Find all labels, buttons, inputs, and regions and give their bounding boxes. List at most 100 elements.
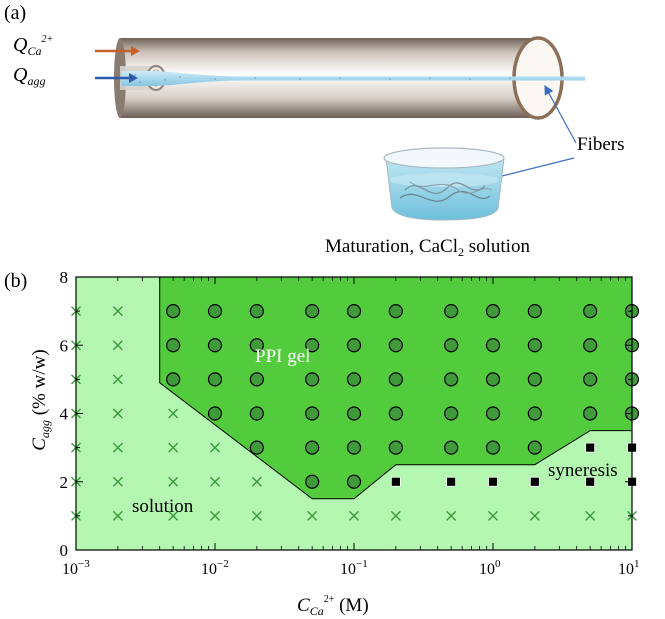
- agg-flow-arrow: [95, 73, 138, 83]
- syneresis-marker: [585, 442, 596, 453]
- ca-flow-arrow: [95, 46, 140, 56]
- solution-marker: [168, 476, 179, 487]
- syneresis-marker: [446, 476, 457, 487]
- y-tick-label: 6: [60, 336, 69, 355]
- solution-marker: [112, 442, 123, 453]
- gel-marker: [305, 372, 320, 387]
- x-axis-label: CCa2+ (M): [297, 594, 369, 618]
- gel-marker: [527, 338, 542, 353]
- solution-marker: [585, 510, 596, 521]
- solution-marker: [210, 510, 220, 521]
- gel-marker: [388, 372, 403, 387]
- solution-marker: [168, 408, 179, 419]
- solution-marker: [251, 476, 262, 487]
- gel-marker: [388, 338, 403, 353]
- gel-marker: [444, 338, 459, 353]
- solution-marker: [210, 476, 220, 487]
- gel-marker: [388, 406, 403, 421]
- x-tick-label: 10−1: [340, 558, 368, 578]
- solution-marker: [112, 374, 123, 385]
- gel-marker: [346, 440, 362, 455]
- solution-marker: [112, 306, 123, 317]
- solution-region-label: solution: [132, 496, 194, 517]
- y-tick-label: 4: [60, 405, 69, 424]
- gel-marker: [249, 372, 264, 387]
- y-axis-label: Cagg (% w/w): [29, 349, 52, 451]
- gel-marker: [346, 304, 362, 319]
- gel-marker: [249, 406, 264, 421]
- syneresis-region-label: syneresis: [548, 460, 618, 481]
- gel-marker: [485, 440, 501, 455]
- gel-marker: [583, 304, 598, 319]
- gel-marker: [207, 304, 223, 319]
- y-tick-label: 8: [60, 268, 69, 287]
- gel-marker: [527, 406, 542, 421]
- gel-marker: [346, 338, 362, 353]
- gel-marker: [583, 372, 598, 387]
- solution-marker: [307, 510, 318, 521]
- gel-marker: [444, 372, 459, 387]
- gel-marker: [166, 304, 181, 319]
- gel-marker: [444, 304, 459, 319]
- gel-marker: [485, 304, 501, 319]
- gel-marker: [346, 474, 362, 489]
- fibers-label: Fibers: [577, 134, 625, 155]
- syneresis-marker: [529, 476, 540, 487]
- fiber-speckles: [134, 74, 511, 83]
- solution-marker: [168, 510, 179, 521]
- panel-b-chart: (b) 10−3 10−2 10−1 100 101 0 2 4 6 8 PPI gel solu…: [0, 262, 665, 619]
- gel-marker: [249, 440, 264, 455]
- gel-marker: [207, 406, 223, 421]
- gel-marker: [485, 406, 501, 421]
- gel-marker: [207, 372, 223, 387]
- solution-marker: [112, 408, 123, 419]
- panel-a-label: (a): [4, 2, 27, 24]
- q-ca-label: QCa2+: [13, 34, 54, 58]
- gel-marker: [249, 338, 264, 353]
- gel-marker: [388, 440, 403, 455]
- petri-dish: [383, 147, 505, 221]
- x-tick-label: 10−2: [201, 558, 229, 578]
- solution-marker: [251, 510, 262, 521]
- gel-marker: [249, 304, 264, 319]
- gel-marker: [583, 406, 598, 421]
- gel-marker: [346, 406, 362, 421]
- gel-marker: [305, 474, 320, 489]
- gel-marker: [166, 338, 181, 353]
- gel-region-label: PPI gel: [255, 346, 311, 367]
- q-agg-label: Qagg: [13, 64, 46, 88]
- solution-marker: [112, 340, 123, 351]
- x-tick-label: 100: [479, 558, 501, 578]
- solution-marker: [168, 442, 179, 453]
- x-tick-label: 101: [618, 558, 640, 578]
- gel-marker: [444, 440, 459, 455]
- maturation-caption: Maturation, CaCl2 solution: [325, 236, 530, 259]
- fibers-pointer-tube: [544, 84, 577, 144]
- gel-marker: [527, 440, 542, 455]
- gel-marker: [166, 372, 181, 387]
- gel-marker: [485, 372, 501, 387]
- panel-b-label: (b): [4, 270, 28, 292]
- gel-marker: [305, 406, 320, 421]
- x-tick-label: 10−3: [62, 558, 90, 578]
- solution-marker: [112, 476, 123, 487]
- solution-marker: [488, 510, 498, 521]
- solution-marker: [112, 510, 123, 521]
- syneresis-marker: [585, 476, 596, 487]
- gel-marker: [444, 406, 459, 421]
- syneresis-marker: [390, 476, 401, 487]
- capillary-diagram: [95, 36, 585, 221]
- gel-marker: [527, 304, 542, 319]
- solution-marker: [529, 510, 540, 521]
- gel-marker: [305, 304, 320, 319]
- gel-marker: [485, 338, 501, 353]
- solution-marker: [210, 442, 220, 453]
- panel-a-figure: (a): [0, 0, 665, 262]
- phase-diagram: 10−3 10−2 10−1 100 101 0 2 4 6 8: [60, 268, 640, 578]
- gel-marker: [583, 338, 598, 353]
- fiber-stream: [122, 71, 585, 86]
- gel-marker: [305, 338, 320, 353]
- gel-marker: [527, 372, 542, 387]
- syneresis-marker: [488, 476, 498, 487]
- gel-marker: [207, 338, 223, 353]
